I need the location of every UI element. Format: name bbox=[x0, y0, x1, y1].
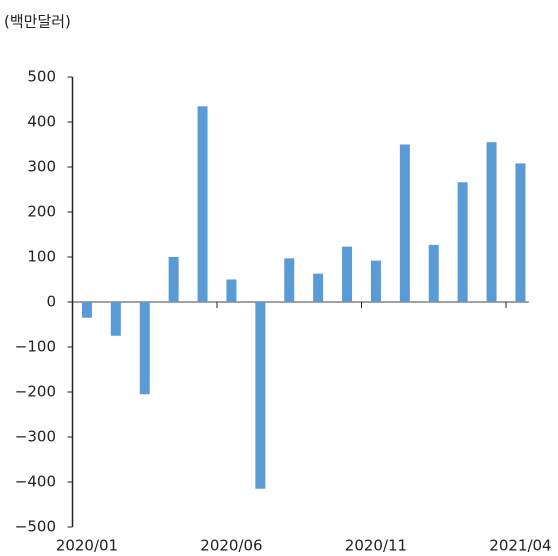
y-tick-label: −400 bbox=[15, 473, 56, 491]
y-tick-label: −500 bbox=[15, 518, 56, 536]
bar bbox=[139, 302, 150, 395]
y-tick-label: 500 bbox=[27, 68, 56, 86]
bar bbox=[515, 163, 526, 302]
y-tick-label: 0 bbox=[46, 293, 56, 311]
x-tick-label: 2020/01 bbox=[56, 537, 118, 555]
y-tick-label: 100 bbox=[27, 248, 56, 266]
y-tick-label: 200 bbox=[27, 203, 56, 221]
bar bbox=[486, 142, 497, 302]
unit-label: (백만달러) bbox=[4, 13, 71, 31]
bar bbox=[342, 246, 353, 302]
bar bbox=[81, 302, 92, 318]
bar bbox=[284, 258, 295, 302]
y-tick-label: −300 bbox=[15, 428, 56, 446]
y-tick-label: 300 bbox=[27, 158, 56, 176]
bar bbox=[370, 260, 381, 302]
bar bbox=[226, 279, 237, 302]
bar bbox=[168, 257, 179, 302]
bar bbox=[255, 302, 266, 489]
bar bbox=[457, 182, 468, 302]
y-tick-label: −200 bbox=[15, 383, 56, 401]
y-tick-label: −100 bbox=[15, 338, 56, 356]
y-tick-label: 400 bbox=[27, 113, 56, 131]
bar bbox=[110, 302, 121, 336]
x-tick-label: 2021/04 bbox=[489, 537, 551, 555]
bar bbox=[399, 144, 410, 302]
x-tick-label: 2020/11 bbox=[345, 537, 407, 555]
x-tick-label: 2020/06 bbox=[200, 537, 262, 555]
bar bbox=[428, 244, 439, 302]
bar bbox=[197, 106, 208, 302]
bar bbox=[313, 273, 324, 302]
